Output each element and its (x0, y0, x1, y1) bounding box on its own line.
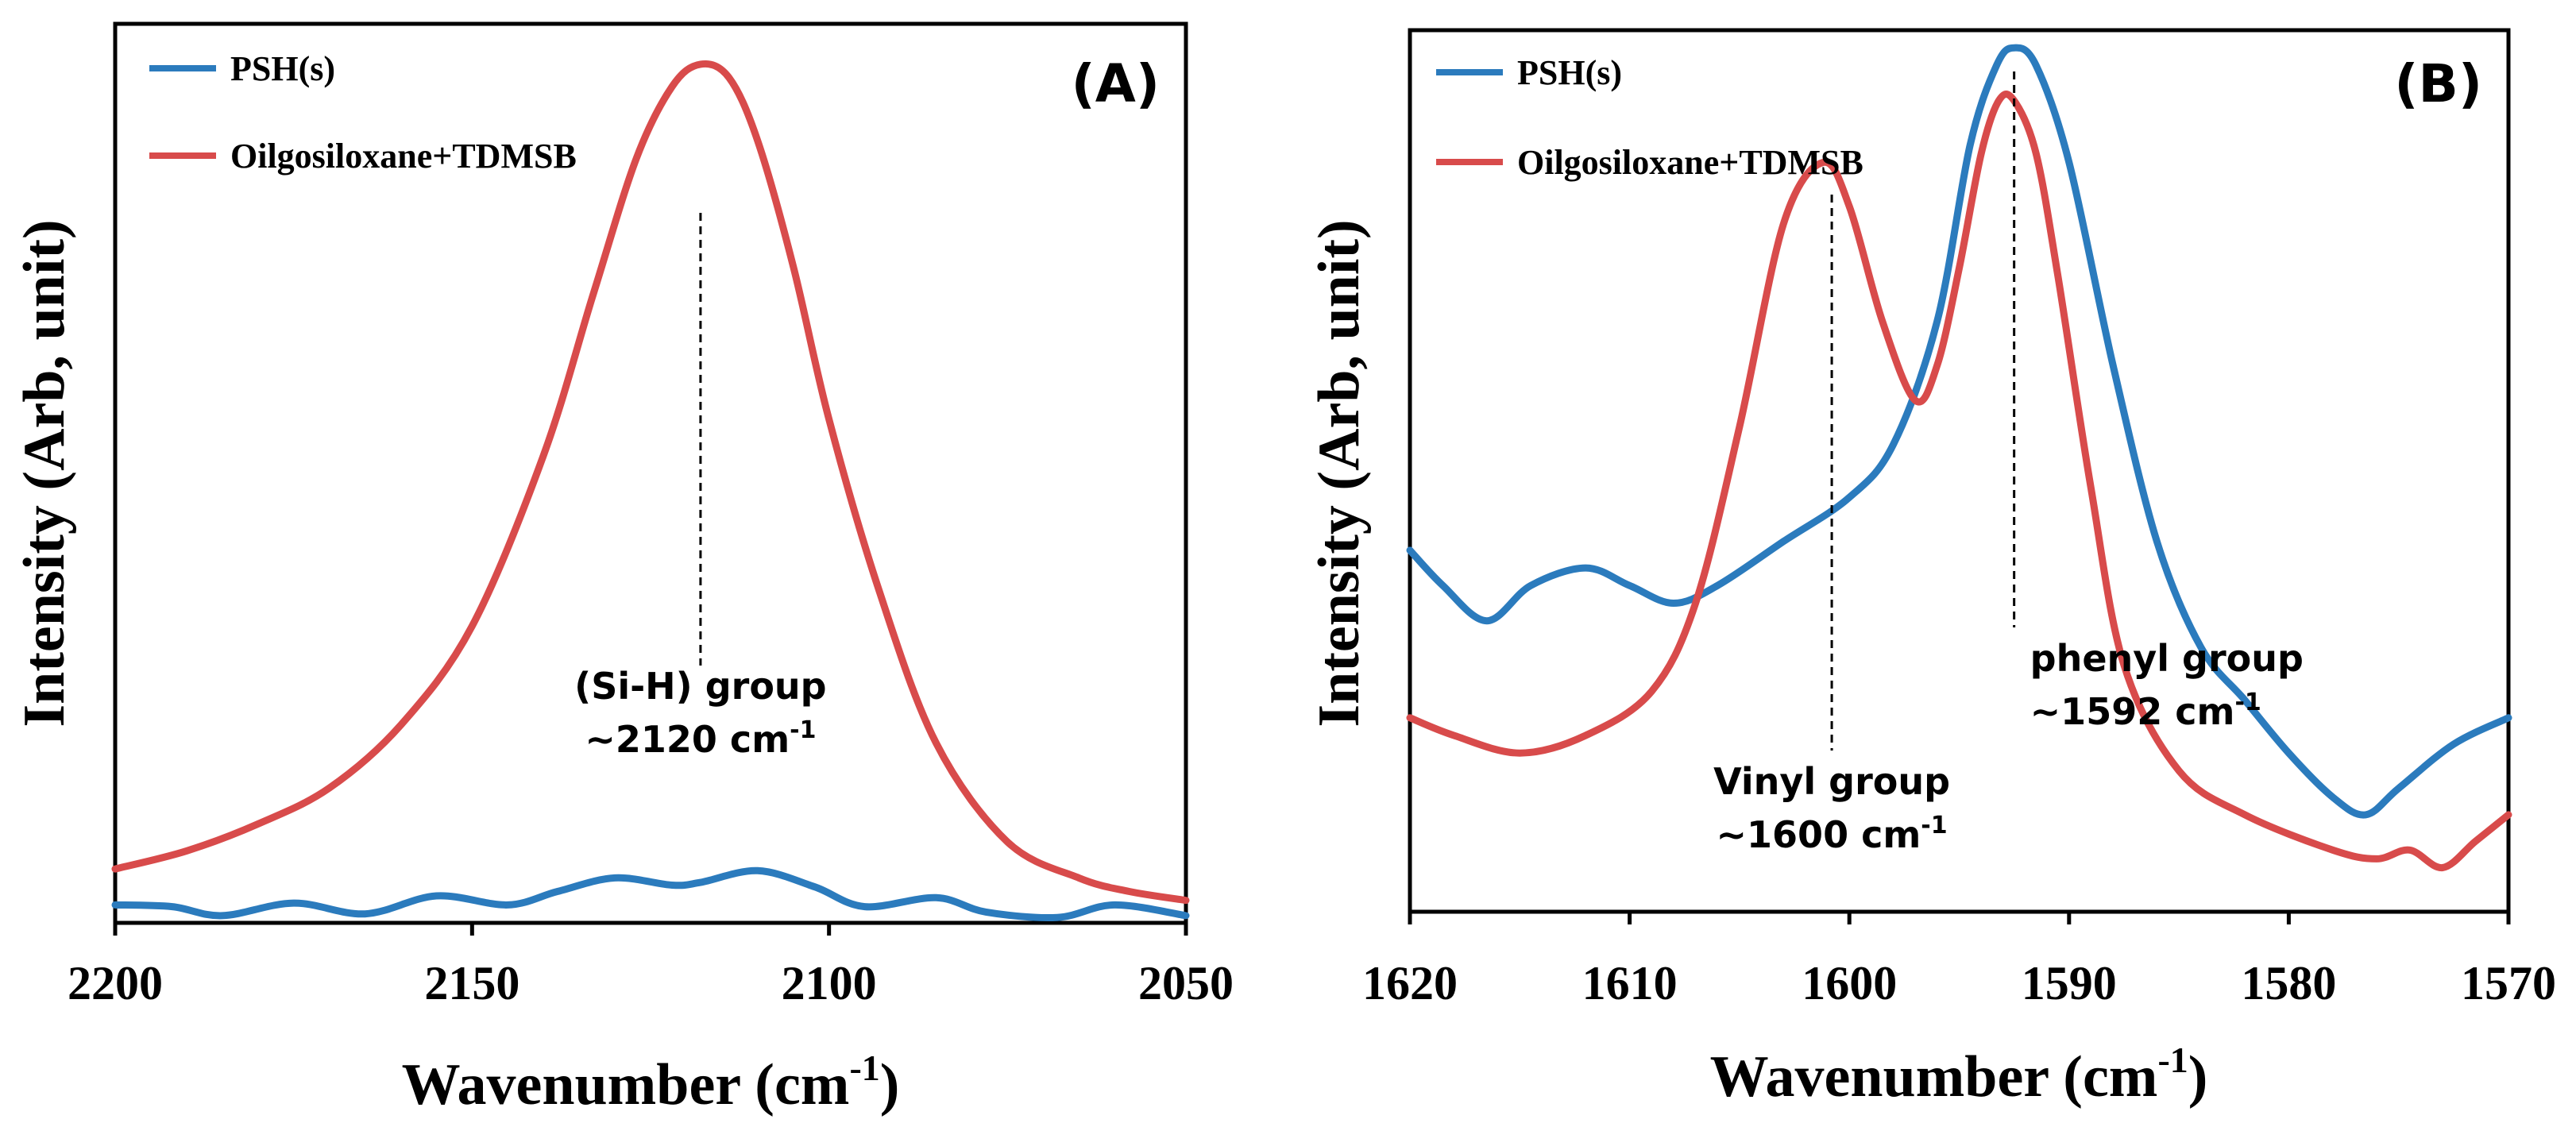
x-tick-label-a-2200: 2200 (68, 957, 163, 1009)
panel-label-a: (A) (1072, 53, 1160, 114)
x-axis-title-a: Wavenumber (cm-1) (402, 1048, 900, 1117)
x-tick-label-b-1610: 1610 (1582, 957, 1678, 1009)
x-tick-label-a-2150: 2150 (424, 957, 519, 1009)
annotation-label-b-1: phenyl group (2030, 637, 2304, 680)
annotation-label-a-0: (Si-H) group (574, 665, 826, 708)
series-line-psh-a (111, 866, 1190, 921)
x-tick-label-b-1570: 1570 (2461, 957, 2556, 1009)
series-line-oligosiloxane-a (111, 60, 1190, 905)
x-tick-label-b-1600: 1600 (1802, 957, 1897, 1009)
annotation-value-b-1: ~1592 cm-1 (2030, 689, 2261, 733)
annotations-a: (Si-H) group ~2120 cm-1 (574, 213, 827, 761)
annotation-value-a-0: ~2120 cm-1 (585, 716, 816, 761)
legend-a: PSH(s) Oilgosiloxane+TDMSB (149, 49, 577, 176)
annotation-value-base: ~1600 cm (1717, 813, 1921, 856)
annotation-value-b-0: ~1600 cm-1 (1717, 812, 1948, 856)
series-line-oligosiloxane-b (1406, 91, 2512, 871)
series-group-a (111, 60, 1190, 921)
x-tick-label-a-2050: 2050 (1138, 957, 1234, 1009)
annotation-value-base: ~2120 cm (585, 718, 790, 761)
x-tick-label-a-2100: 2100 (782, 957, 877, 1009)
legend-label-oligo-a: Oilgosiloxane+TDMSB (230, 137, 577, 176)
x-axis-title-a-base: Wavenumber (cm (402, 1052, 850, 1117)
panel-a: (Si-H) group~2120 cm-1 2200 2150 2100 2050 … (12, 21, 1234, 1117)
series-line-psh-b (1406, 44, 2512, 819)
panel-label-b: (B) (2394, 53, 2482, 114)
x-tick-label-b-1590: 1590 (2022, 957, 2117, 1009)
x-axis-title-a-close: ) (880, 1052, 900, 1117)
y-axis-title-a: Intensity (Arb, unit) (12, 219, 77, 727)
plot-frame-b (1408, 28, 2511, 914)
annotation-label-b-0: Vinyl group (1713, 760, 1950, 803)
x-axis-title-b: Wavenumber (cm-1) (1710, 1040, 2208, 1109)
x-ticks-b: 1620 1610 1600 1590 1580 1570 (1362, 912, 2556, 1009)
legend-label-psh-b: PSH(s) (1517, 53, 1622, 92)
x-tick-label-b-1620: 1620 (1362, 957, 1458, 1009)
annotation-value-sup: -1 (1921, 812, 1947, 839)
annotation-value-base: ~1592 cm (2030, 690, 2235, 733)
x-axis-title-b-close: ) (2188, 1044, 2208, 1109)
annotation-value-sup: -1 (2234, 689, 2261, 716)
x-ticks-a: 2200 2150 2100 2050 (68, 923, 1234, 1009)
legend-b: PSH(s) Oilgosiloxane+TDMSB (1436, 53, 1863, 182)
plot-frame-a (113, 21, 1188, 925)
x-axis-title-a-sup: -1 (849, 1048, 879, 1088)
x-axis-title-b-base: Wavenumber (cm (1710, 1044, 2158, 1109)
legend-label-oligo-b: Oilgosiloxane+TDMSB (1517, 143, 1863, 182)
y-axis-title-b: Intensity (Arb, unit) (1307, 219, 1372, 727)
annotation-value-sup: -1 (790, 716, 816, 744)
x-axis-title-b-sup: -1 (2157, 1040, 2188, 1080)
x-tick-label-b-1580: 1580 (2241, 957, 2336, 1009)
series-group-b (1406, 44, 2512, 871)
legend-label-psh-a: PSH(s) (230, 49, 335, 88)
